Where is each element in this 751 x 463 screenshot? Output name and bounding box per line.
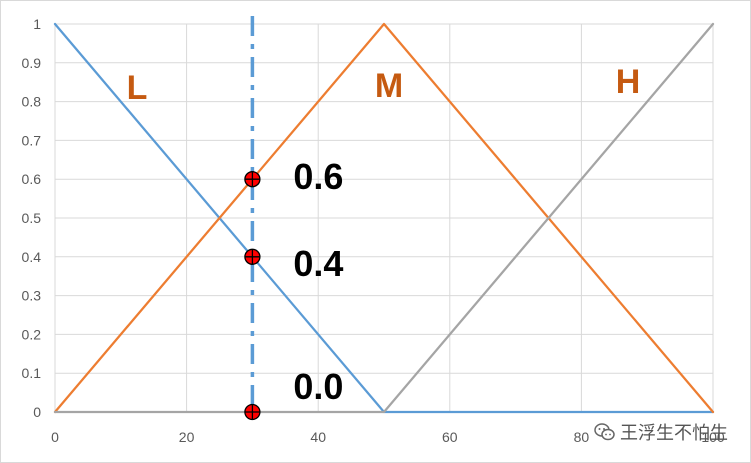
series-line-H (53, 22, 715, 414)
point-marker-cross (244, 171, 260, 187)
y-tick-label: 0.8 (22, 94, 42, 110)
series-label-L: L (127, 69, 148, 107)
y-tick-label: 0.5 (22, 210, 42, 226)
x-tick-label: 80 (574, 429, 590, 445)
series-label-H: H (616, 63, 641, 101)
y-tick-label: 0.3 (22, 288, 42, 304)
point-marker-cross (244, 404, 260, 420)
x-tick-label: 0 (51, 429, 59, 445)
y-tick-label: 0.4 (22, 249, 42, 265)
series-label-M: M (375, 67, 403, 105)
y-tick-label: 0.7 (22, 132, 42, 148)
y-tick-label: 1 (33, 16, 41, 32)
series-lines (53, 22, 715, 414)
x-tick-label: 60 (442, 429, 458, 445)
x-tick-label: 40 (310, 429, 326, 445)
point-value-label: 0.0 (293, 366, 343, 407)
series-line-M (53, 22, 715, 414)
data-point (244, 248, 261, 265)
x-axis-tick-labels: 0 20 40 60 80 100 (51, 429, 725, 445)
point-value-label: 0.6 (293, 156, 343, 197)
data-point (244, 171, 261, 188)
data-points (244, 171, 261, 421)
y-tick-label: 0.1 (22, 365, 42, 381)
y-tick-label: 0.2 (22, 326, 42, 342)
data-point-labels: 0.6 0.4 0.0 (293, 156, 343, 407)
x-tick-label: 100 (701, 429, 725, 445)
y-tick-label: 0 (33, 404, 41, 420)
point-value-label: 0.4 (293, 243, 343, 284)
watermark: 王浮生不怕生 (594, 420, 728, 444)
y-tick-label: 0.9 (22, 55, 42, 71)
y-tick-label: 0.6 (22, 171, 42, 187)
data-point (244, 403, 261, 421)
point-marker-cross (244, 249, 260, 265)
y-axis-tick-labels: 0 0.1 0.2 0.3 0.4 0.5 0.6 0.7 0.8 0.9 1 (22, 16, 42, 420)
x-tick-label: 20 (179, 429, 195, 445)
wechat-icon (594, 422, 616, 442)
watermark-text: 王浮生不怕生 (620, 423, 728, 443)
